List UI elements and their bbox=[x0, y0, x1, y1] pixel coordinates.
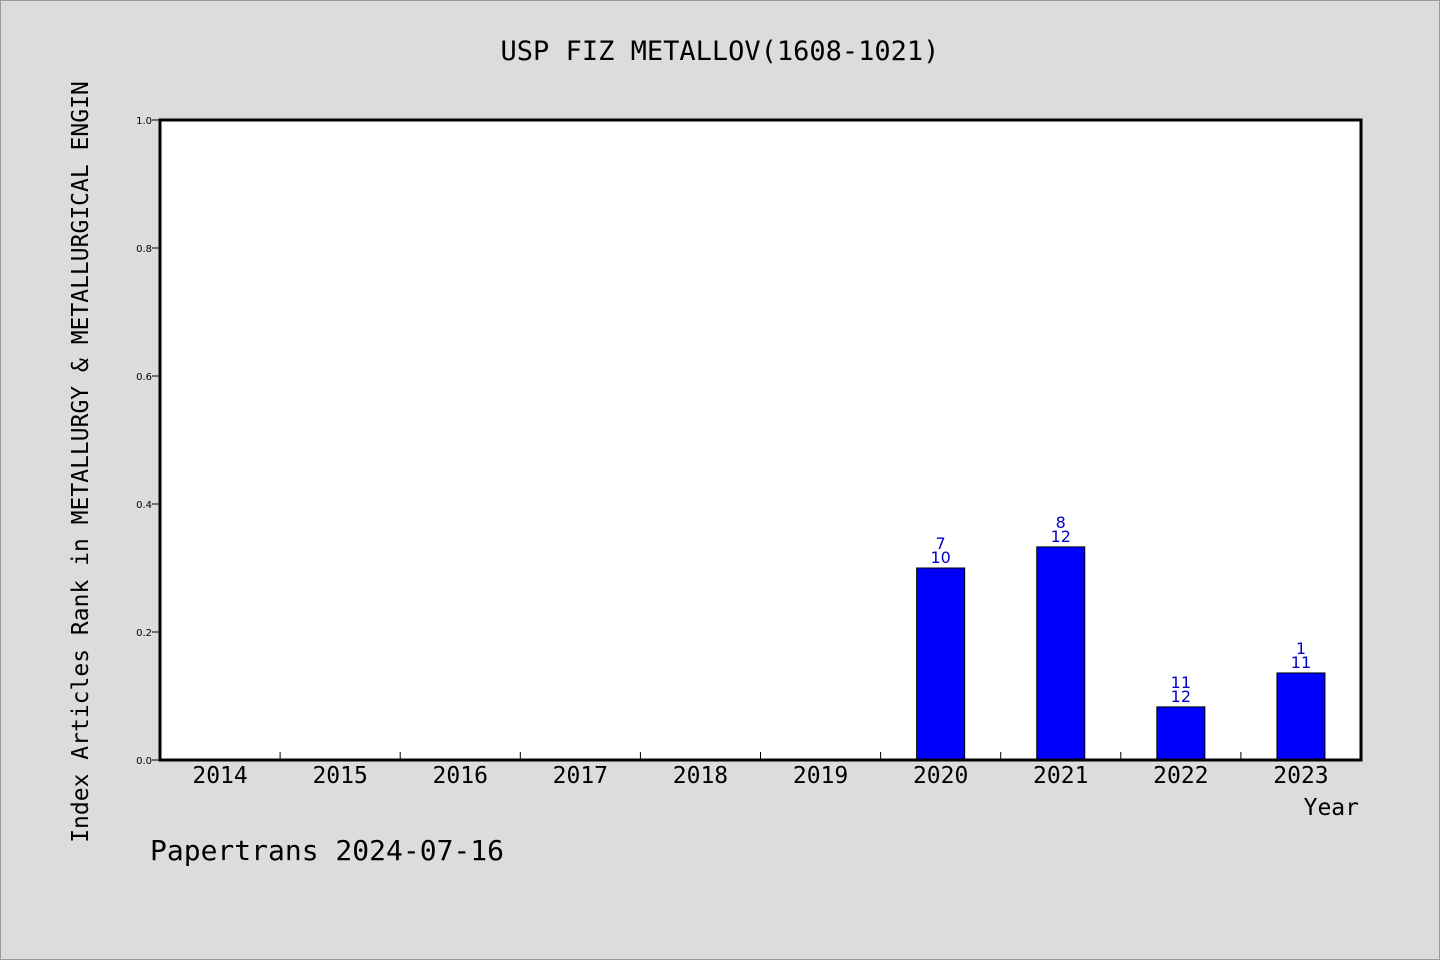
x-tick-label: 2021 bbox=[1033, 763, 1088, 789]
x-tick-label: 2014 bbox=[192, 763, 247, 789]
x-tick-label: 2016 bbox=[433, 763, 488, 789]
y-tick-label: 0.4 bbox=[136, 500, 152, 511]
plot-area bbox=[160, 120, 1361, 760]
y-tick-label: 0.8 bbox=[136, 244, 152, 255]
y-tick-label: 1.0 bbox=[136, 116, 152, 127]
bar-label-rank: 11 bbox=[1171, 673, 1191, 692]
bar-label-rank: 8 bbox=[1056, 513, 1066, 532]
footer-credit: Papertrans 2024-07-16 bbox=[150, 834, 505, 867]
x-tick-label: 2020 bbox=[913, 763, 968, 789]
chart-title: USP FIZ METALLOV(1608-1021) bbox=[500, 36, 940, 67]
y-tick-label: 0.0 bbox=[136, 756, 152, 767]
x-tick-label: 2015 bbox=[312, 763, 367, 789]
x-tick-label: 2017 bbox=[553, 763, 608, 789]
bar-label-total: 10 bbox=[930, 548, 950, 567]
x-tick-label: 2023 bbox=[1273, 763, 1328, 789]
y-tick-label: 0.2 bbox=[136, 628, 152, 639]
bar bbox=[1036, 546, 1086, 761]
y-tick-label: 0.6 bbox=[136, 372, 152, 383]
bar-label-total: 11 bbox=[1291, 653, 1311, 672]
bar-label-rank: 1 bbox=[1296, 639, 1306, 658]
x-tick-label: 2022 bbox=[1153, 763, 1208, 789]
x-tick-label: 2018 bbox=[673, 763, 728, 789]
bar bbox=[1156, 706, 1206, 761]
bar-label-total: 12 bbox=[1171, 687, 1191, 706]
bar-label-rank: 7 bbox=[936, 534, 946, 553]
plot-border bbox=[158, 118, 1363, 762]
bar bbox=[1276, 672, 1326, 761]
bar bbox=[916, 567, 966, 761]
x-axis-label: Year bbox=[1303, 795, 1359, 821]
bar-label-total: 12 bbox=[1051, 527, 1071, 546]
x-tick-label: 2019 bbox=[793, 763, 848, 789]
